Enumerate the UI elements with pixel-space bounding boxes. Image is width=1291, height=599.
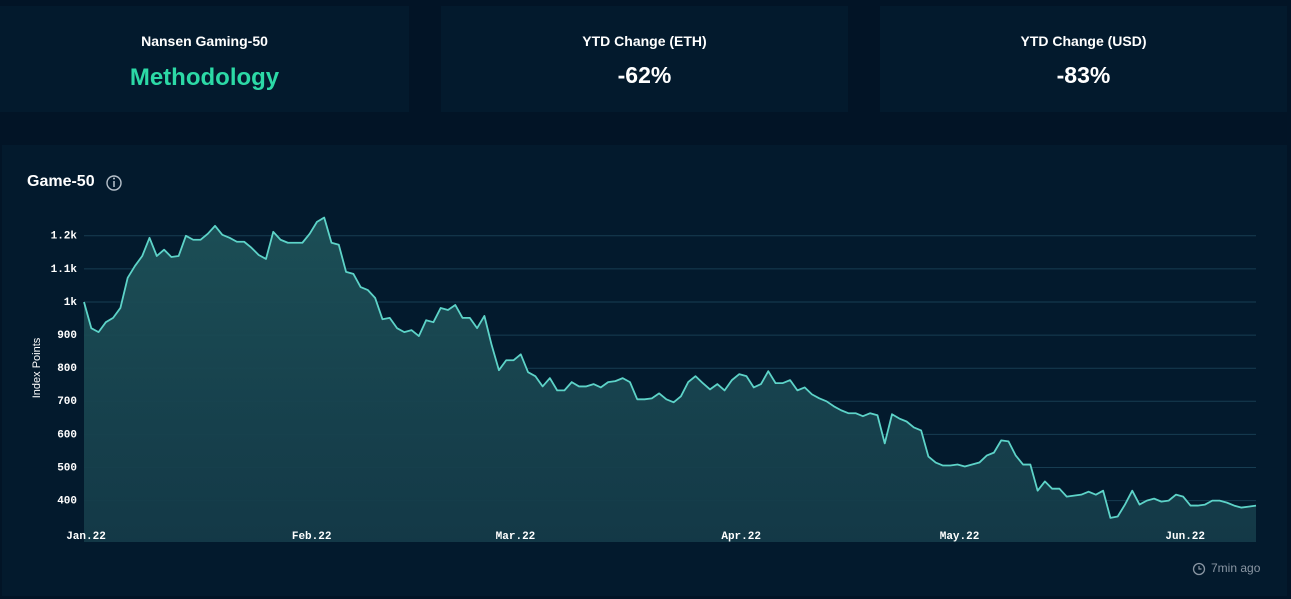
card: YTD Change (USD) -83%: [880, 6, 1287, 112]
y-tick-label: 700: [57, 396, 77, 408]
refresh-icon: [1192, 562, 1206, 576]
line: [83, 216, 1257, 519]
x-tick-label: Jan.22: [66, 531, 106, 543]
chart-title: Game-50: [27, 173, 95, 190]
card: YTD Change (ETH) -62%: [441, 6, 848, 112]
y-tick-label: 400: [57, 496, 77, 508]
methodology-link[interactable]: Methodology: [129, 64, 280, 91]
y-tick-label: 1k: [64, 297, 78, 309]
x-tick-label: Feb.22: [292, 531, 332, 543]
y-tick-label: 1.1k: [51, 264, 78, 276]
card: Nansen Gaming-50 Methodology: [0, 6, 409, 112]
card-label: YTD Change (ETH): [582, 33, 707, 49]
area: [84, 217, 1256, 542]
x-tick-label: Jun.22: [1165, 531, 1205, 543]
updated-time: 7min ago: [1211, 561, 1261, 575]
y-tick-label: 600: [57, 429, 77, 441]
card-label: YTD Change (USD): [1020, 33, 1147, 49]
y-axis-label: Index Points: [31, 337, 43, 398]
y-tick-label: 900: [57, 330, 77, 342]
card-value: -62%: [617, 62, 672, 88]
y-tick-label: 500: [57, 462, 77, 474]
card-value: -83%: [1056, 62, 1111, 88]
card-label: Nansen Gaming-50: [141, 33, 268, 49]
y-tick-label: 1.2k: [51, 231, 78, 243]
x-tick-label: Mar.22: [496, 531, 536, 543]
y-tick-label: 800: [57, 363, 77, 375]
info-icon[interactable]: [106, 175, 122, 191]
x-tick-label: May.22: [940, 531, 980, 543]
x-tick-label: Apr.22: [721, 531, 761, 543]
